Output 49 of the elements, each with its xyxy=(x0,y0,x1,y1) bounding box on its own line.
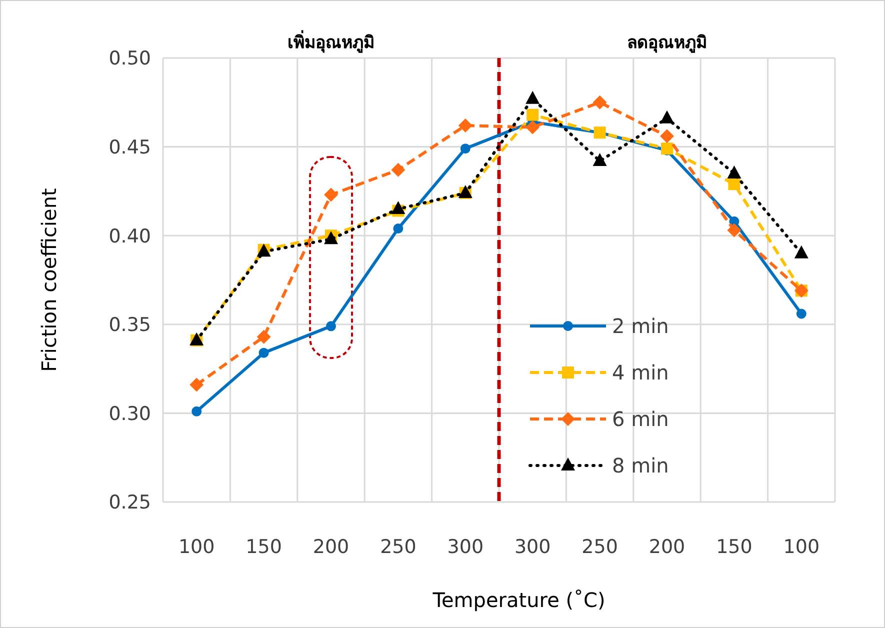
y-tick-label: 0.40 xyxy=(108,225,151,248)
point xyxy=(660,129,674,144)
x-tick-label: 150 xyxy=(246,536,282,558)
point xyxy=(460,144,470,154)
x-tick-label: 200 xyxy=(648,536,686,558)
point xyxy=(592,95,607,110)
point xyxy=(190,378,204,392)
y-tick-label: 0.45 xyxy=(108,136,151,158)
point xyxy=(526,108,539,121)
point xyxy=(592,153,607,166)
legend-label: 4 min xyxy=(612,360,669,384)
point xyxy=(324,188,338,202)
point xyxy=(324,231,338,244)
x-tick-label: 300 xyxy=(447,536,484,558)
x-tick-label: 300 xyxy=(514,536,551,558)
point xyxy=(393,223,404,234)
point xyxy=(660,110,674,124)
x-tick-label: 100 xyxy=(178,536,215,558)
text: เพิ่มอุณหภูมิ xyxy=(288,30,374,54)
point xyxy=(526,90,540,104)
point xyxy=(326,321,336,332)
point xyxy=(794,245,808,258)
y-tick-label: 0.30 xyxy=(108,402,151,425)
y-tick-label: 0.25 xyxy=(108,492,151,514)
point xyxy=(458,118,472,132)
x-tick-label: 200 xyxy=(312,536,350,558)
point xyxy=(391,200,406,214)
x-axis-title: Temperature (˚C) xyxy=(432,588,606,612)
point xyxy=(727,165,742,178)
text: ลดอุณหภูมิ xyxy=(627,33,707,54)
legend-label: 2 min xyxy=(612,314,669,338)
point xyxy=(727,223,742,238)
point xyxy=(661,142,673,155)
y-tick-label: 0.35 xyxy=(108,314,151,336)
x-tick-label: 250 xyxy=(582,536,618,558)
y-tick-label: 0.50 xyxy=(108,48,151,70)
x-tick-label: 100 xyxy=(783,536,820,558)
point xyxy=(391,162,406,177)
point xyxy=(728,178,740,190)
y-axis-title: Friction coefficient xyxy=(37,188,61,372)
x-tick-label: 250 xyxy=(380,536,416,558)
point xyxy=(796,308,806,319)
legend-label: 6 min xyxy=(612,407,669,431)
point xyxy=(258,348,269,358)
point xyxy=(256,330,271,344)
legend-label: 8 min xyxy=(612,454,669,478)
x-tick-label: 150 xyxy=(716,536,752,558)
point xyxy=(526,120,540,134)
point xyxy=(192,406,202,416)
